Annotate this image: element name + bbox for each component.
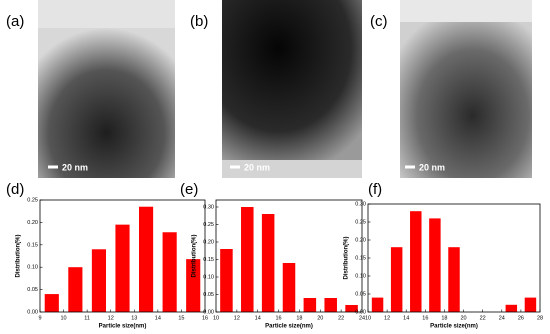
plot-frame	[215, 199, 363, 313]
y-tick-label: 0.25	[27, 197, 38, 203]
bar	[282, 263, 296, 312]
x-tick-label: 20	[317, 315, 323, 321]
bar	[303, 298, 317, 312]
x-tick-label: 28	[537, 315, 543, 321]
bar	[261, 214, 275, 312]
bar	[241, 207, 254, 312]
x-tick-label: 26	[518, 315, 524, 321]
x-tick-label: 22	[338, 315, 344, 321]
x-tick-label: 22	[480, 315, 486, 321]
bar	[44, 294, 59, 312]
bar	[220, 249, 233, 312]
x-tick-label: 12	[108, 315, 114, 321]
bar	[91, 249, 106, 312]
y-tick-label: 0.15	[203, 257, 214, 263]
x-tick-label: 9	[38, 315, 41, 321]
x-tick-label: 18	[296, 315, 302, 321]
bar	[410, 211, 422, 312]
y-tick-label: 0.20	[27, 220, 38, 226]
y-tick-label: 0.10	[203, 274, 214, 280]
bar	[429, 218, 441, 312]
x-tick-label: 13	[131, 315, 137, 321]
y-tick-label: 0.10	[355, 273, 366, 279]
panel-label: (a)	[6, 13, 24, 30]
bar	[505, 304, 518, 312]
x-tick-label: 14	[155, 315, 161, 321]
y-tick-label: 0.00	[27, 309, 38, 315]
panel-label: (b)	[190, 13, 208, 30]
scale-bar-label: 20 nm	[62, 162, 88, 172]
y-axis-label: Distribution(%)	[192, 235, 198, 278]
x-tick-label: 12	[234, 315, 240, 321]
x-tick-label: 10	[61, 315, 67, 321]
y-axis-label: Distribution(%)	[344, 237, 350, 280]
x-tick-label: 24	[499, 315, 505, 321]
y-tick-label: 0.15	[355, 255, 366, 261]
scale-bar-label: 20 nm	[244, 162, 270, 172]
panel-label: (d)	[6, 181, 24, 198]
x-tick-label: 24	[359, 315, 365, 321]
x-tick-label: 10	[213, 315, 219, 321]
tem-image-particles	[38, 28, 175, 178]
bar	[115, 224, 130, 312]
y-tick-label: 0.05	[27, 287, 38, 293]
tem-image-particles	[222, 0, 362, 160]
panel-label: (f)	[368, 181, 382, 198]
bar	[139, 206, 154, 312]
y-tick-label: 0.30	[203, 204, 214, 210]
bar	[448, 247, 460, 312]
y-tick-label: 0.00	[355, 309, 366, 315]
bar	[186, 259, 201, 312]
x-tick-label: 16	[202, 315, 208, 321]
bar	[345, 305, 358, 312]
y-tick-label: 0.20	[355, 237, 366, 243]
y-tick-label: 0.25	[203, 222, 214, 228]
bar	[524, 297, 537, 312]
scale-bar-label: 20 nm	[419, 162, 445, 172]
x-axis-label: Particle size(nm)	[265, 324, 313, 330]
y-tick-label: 0.30	[355, 201, 366, 207]
panel-label: (c)	[370, 13, 388, 30]
panel-label: (e)	[180, 181, 198, 198]
x-tick-label: 15	[178, 315, 184, 321]
plot-frame	[39, 199, 206, 313]
x-tick-label: 12	[384, 315, 390, 321]
x-tick-label: 18	[441, 315, 447, 321]
bar	[162, 232, 177, 312]
x-tick-label: 16	[276, 315, 282, 321]
x-axis-label: Particle size(nm)	[99, 324, 147, 330]
x-axis-label: Particle size(nm)	[430, 324, 478, 330]
x-tick-label: 20	[460, 315, 466, 321]
bar	[68, 267, 83, 312]
y-tick-label: 0.00	[203, 309, 214, 315]
y-tick-label: 0.20	[203, 239, 214, 245]
y-tick-label: 0.05	[355, 291, 366, 297]
y-tick-label: 0.10	[27, 265, 38, 271]
bar	[371, 297, 384, 312]
bar	[390, 247, 403, 312]
y-axis-label: Distribution(%)	[16, 235, 22, 278]
x-tick-label: 14	[255, 315, 261, 321]
x-tick-label: 11	[84, 315, 90, 321]
y-tick-label: 0.05	[203, 292, 214, 298]
y-tick-label: 0.25	[355, 219, 366, 225]
y-tick-label: 0.15	[27, 242, 38, 248]
bar	[324, 298, 337, 312]
x-tick-label: 16	[422, 315, 428, 321]
x-tick-label: 10	[365, 315, 371, 321]
x-tick-label: 14	[403, 315, 409, 321]
tem-image-particles	[400, 22, 532, 178]
